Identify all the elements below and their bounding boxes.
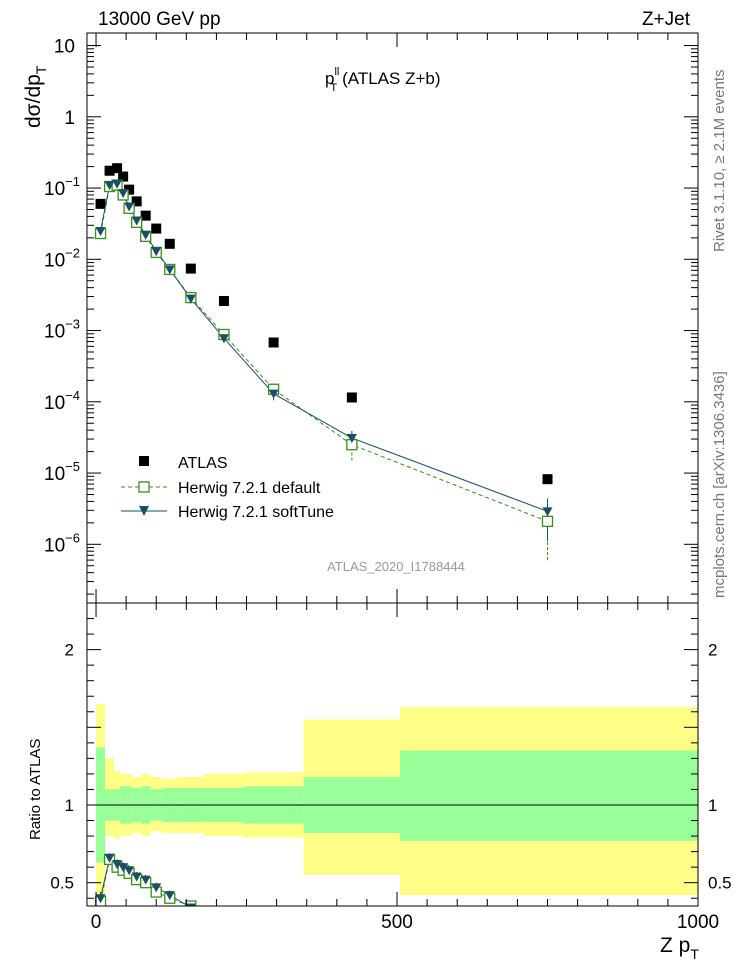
plot-title: pll T (ATLAS Z+b) xyxy=(325,66,441,94)
legend-entry-atlas: ATLAS xyxy=(139,455,228,472)
ratio-herwig-softtune-point xyxy=(104,853,115,863)
ratio-y-tick-label-left: 0.5 xyxy=(50,874,74,893)
legend-label-herwig-default: Herwig 7.2.1 default xyxy=(178,480,321,497)
herwig-softtune-point xyxy=(104,181,115,191)
main-y-tick-label: 10−5 xyxy=(44,459,80,485)
ratio-inner-band xyxy=(400,750,698,841)
ratio-y-tick-label-left: 1 xyxy=(65,796,74,815)
atlas-point xyxy=(124,184,135,195)
ratio-y-tick-label-left: 2 xyxy=(65,641,74,660)
atlas-point xyxy=(131,196,142,207)
herwig-softtune-point xyxy=(112,179,123,189)
main-data-layer xyxy=(94,163,554,561)
main-y-tick-label: 10−6 xyxy=(44,530,80,556)
herwig-softtune-point xyxy=(95,226,106,236)
main-y-tick-label: 10 xyxy=(54,37,75,58)
main-y-tick-label: 1 xyxy=(64,108,75,129)
main-y-tick-label: 10−2 xyxy=(44,245,80,271)
main-y-tick-label: 10−4 xyxy=(44,388,80,414)
legend-label-atlas: ATLAS xyxy=(178,455,228,472)
ratio-frame xyxy=(86,602,699,907)
main-y-tick-labels: 10 1 10−1 10−2 10−3 10−4 10−5 10−6 xyxy=(44,37,80,557)
atlas-point xyxy=(185,263,196,274)
ratio-panel: Ratio to ATLAS 0.5 1 2 0.5 1 2 0 500 100… xyxy=(27,602,732,962)
legend-entry-herwig-softtune: Herwig 7.2.1 softTune xyxy=(121,504,334,521)
legend-marker-herwig-softtune xyxy=(139,506,149,516)
analysis-watermark: ATLAS_2020_I1788444 xyxy=(327,559,465,574)
ratio-herwig-softtune-point xyxy=(164,891,175,901)
ratio-herwig-softtune-point xyxy=(112,860,123,870)
herwig-softtune-point xyxy=(131,216,142,226)
ratio-herwig-softtune-point xyxy=(131,872,142,882)
herwig-softtune-point xyxy=(164,265,175,275)
herwig-softtune-point xyxy=(140,230,151,240)
x-tick-label: 1000 xyxy=(677,912,719,933)
ratio-y-axis-label: Ratio to ATLAS xyxy=(27,739,44,840)
ratio-y-tick-label-right: 1 xyxy=(708,796,717,815)
ratio-y-tick-label-right: 0.5 xyxy=(708,874,732,893)
main-y-tick-label: 10−3 xyxy=(44,317,80,343)
herwig-default-point xyxy=(541,515,554,527)
atlas-point xyxy=(104,165,115,176)
ratio-herwig-softtune-point xyxy=(95,894,106,904)
atlas-point xyxy=(112,163,123,174)
main-panel: 10 1 10−1 10−2 10−3 10−4 10−5 10−6 dσ/dpT pll T(… xyxy=(22,32,699,604)
herwig-softtune-point xyxy=(268,389,279,399)
ratio-herwig-softtune-point xyxy=(124,866,135,876)
legend-label-herwig-softtune: Herwig 7.2.1 softTune xyxy=(178,504,334,521)
herwig-softtune-point xyxy=(346,434,357,444)
ratio-herwig-softtune-point xyxy=(140,875,151,885)
main-axis-ticks xyxy=(87,33,699,603)
legend-entry-herwig-default: Herwig 7.2.1 default xyxy=(121,480,321,497)
herwig-softtune-point xyxy=(218,334,229,344)
atlas-point xyxy=(140,210,151,221)
herwig-softtune-line xyxy=(100,183,548,512)
atlas-point xyxy=(95,198,106,209)
legend-marker-herwig-default xyxy=(138,481,150,493)
ratio-herwig-default-point xyxy=(185,900,197,906)
herwig-softtune-point xyxy=(185,294,196,304)
herwig-softtune-point xyxy=(118,189,129,199)
atlas-point xyxy=(151,223,162,234)
header-energy-label: 13000 GeV pp xyxy=(98,9,221,30)
main-y-axis-label: dσ/dpT xyxy=(22,65,49,128)
atlas-point xyxy=(218,295,229,306)
header-process-label: Z+Jet xyxy=(642,9,691,30)
ratio-y-tick-label-right: 2 xyxy=(708,641,717,660)
main-y-tick-label: 10−1 xyxy=(44,174,80,200)
ratio-herwig-softtune-point xyxy=(151,883,162,893)
atlas-point xyxy=(118,171,129,182)
x-tick-label: 500 xyxy=(381,912,413,933)
atlas-point xyxy=(164,238,175,249)
atlas-point xyxy=(268,337,279,348)
atlas-point xyxy=(542,474,553,485)
ratio-herwig-softtune-point xyxy=(185,903,196,906)
legend-marker-atlas xyxy=(139,456,149,466)
ratio-axis-ticks xyxy=(87,603,699,906)
atlas-point xyxy=(346,392,357,403)
herwig-default-line xyxy=(100,184,548,522)
x-tick-label: 0 xyxy=(91,912,102,933)
rivet-version-label: Rivet 3.1.10, ≥ 2.1M events xyxy=(711,70,728,253)
ratio-data-layer xyxy=(87,704,698,906)
ratio-herwig-softtune-point xyxy=(118,863,129,873)
herwig-softtune-point xyxy=(124,202,135,212)
herwig-softtune-point xyxy=(151,247,162,257)
mcplots-credit-label: mcplots.cern.ch [arXiv:1306.3436] xyxy=(711,371,728,598)
herwig-softtune-point xyxy=(542,507,553,517)
legend: ATLAS Herwig 7.2.1 default Herwig 7.2.1 … xyxy=(121,455,334,521)
x-axis-label: Z pT xyxy=(660,934,699,962)
